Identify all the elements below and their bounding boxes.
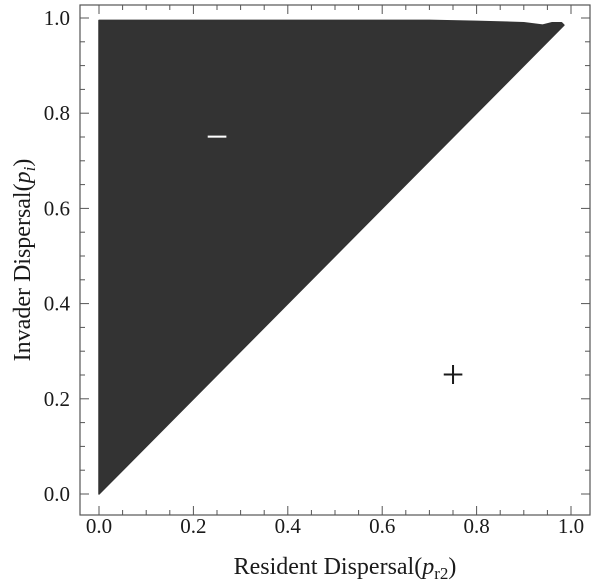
region-1-sign: − xyxy=(206,114,229,159)
tick-layer: 0.0 0.2 0.4 0.6 0.8 1.0 0.0 0.2 0.4 0.6 0.8 1.0 xyxy=(44,5,590,538)
region-layer xyxy=(98,19,565,495)
x-tick-label: 0.0 xyxy=(86,514,112,538)
y-tick-label: 0.0 xyxy=(44,482,70,506)
y-tick-label: 1.0 xyxy=(44,6,70,30)
y-tick-label: 0.8 xyxy=(44,101,70,125)
region-1-area xyxy=(98,19,565,495)
label-layer: −+ xyxy=(206,114,465,397)
x-axis-label: Resident Dispersal(pr2) xyxy=(234,554,457,583)
x-tick-label: 0.4 xyxy=(275,514,302,538)
y-tick-label: 0.6 xyxy=(44,196,70,220)
x-tick-label: 1.0 xyxy=(558,514,584,538)
region-2-sign: + xyxy=(442,352,465,397)
y-tick-label: 0.2 xyxy=(44,387,70,411)
x-tick-label: 0.2 xyxy=(180,514,206,538)
x-tick-label: 0.8 xyxy=(463,514,489,538)
y-tick-label: 0.4 xyxy=(44,292,71,316)
y-axis-label: Invader Dispersal(pi) xyxy=(10,159,39,362)
x-tick-label: 0.6 xyxy=(369,514,395,538)
